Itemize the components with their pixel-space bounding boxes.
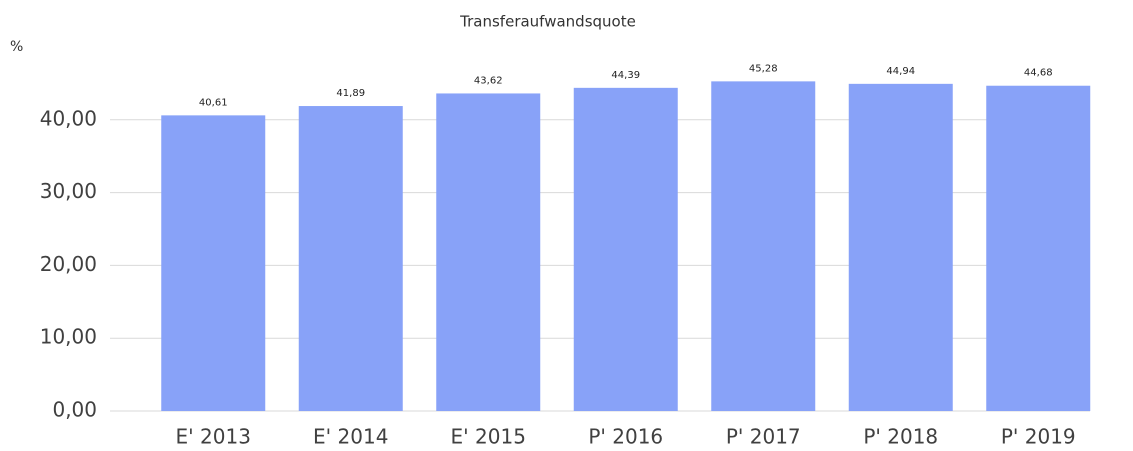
bar: [298, 106, 403, 411]
bar: [711, 81, 816, 411]
value-label: 43,62: [474, 75, 503, 86]
chart-title: Transferaufwandsquote: [459, 13, 636, 31]
y-tick-label: 0,00: [52, 398, 97, 422]
x-tick-label: E' 2014: [313, 425, 388, 449]
bar: [573, 87, 678, 412]
x-tick-label: P' 2019: [1001, 425, 1076, 449]
value-label: 40,61: [199, 97, 228, 108]
y-axis-label: %: [10, 39, 23, 55]
y-tick-label: 40,00: [40, 106, 97, 130]
value-label: 45,28: [749, 63, 778, 74]
bar: [986, 85, 1091, 411]
y-tick-label: 20,00: [40, 252, 97, 276]
value-label: 44,68: [1024, 68, 1053, 79]
x-tick-label: E' 2013: [176, 425, 251, 449]
bar: [848, 83, 953, 412]
y-tick-label: 30,00: [40, 179, 97, 203]
y-tick-label: 10,00: [40, 325, 97, 349]
bar: [161, 115, 266, 412]
x-tick-label: P' 2016: [588, 425, 663, 449]
x-tick-label: E' 2015: [451, 425, 526, 449]
value-label: 44,39: [611, 70, 640, 81]
x-tick-label: P' 2017: [726, 425, 801, 449]
bar: [436, 93, 541, 411]
value-label: 44,94: [886, 66, 915, 77]
x-tick-label: P' 2018: [863, 425, 938, 449]
value-label: 41,89: [336, 88, 365, 99]
